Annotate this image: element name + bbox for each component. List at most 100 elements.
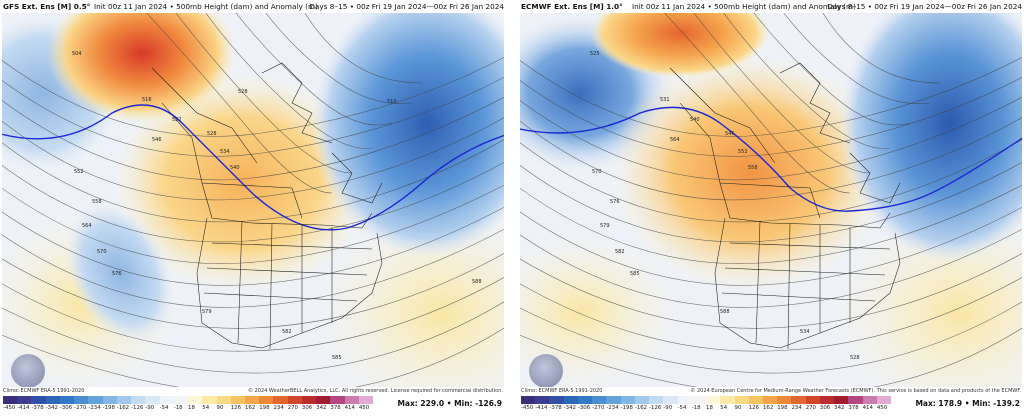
max-min-readout: Max: 229.0 • Min: -126.9 [397,399,502,408]
colorbar-swatch [706,396,721,404]
colorbar-tick-label: 378 [330,405,341,411]
colorbar-swatch [592,396,607,404]
colorbar-swatch [577,396,593,404]
colorbar-swatch [791,396,806,404]
colorbar-swatch [230,396,245,404]
min-value: Min: -126.9 [454,399,502,408]
weatherbell-logo [11,354,45,387]
copyright-note: © 2024 WeatherBELL Analytics, LLC. All r… [248,388,503,394]
contour-label: 552 [74,169,84,175]
colorbar-tick-label: 18 [706,405,713,411]
copyright-note: © 2024 European Centre for Medium-Range … [690,388,1021,394]
anomaly-colorbar [521,396,892,404]
colorbar-tick-label: -234 [606,405,619,411]
colorbar-swatch [634,396,650,404]
model-title: ECMWF Ext. Ens [M] 1.0° [521,2,623,11]
colorbar-swatch [259,396,274,404]
model-title: GFS Ext. Ens [M] 0.5° [3,2,91,11]
colorbar-tick-label: 54 [720,405,728,411]
colorbar-swatch [330,396,345,404]
colorbar-tick-label: 306 [819,405,831,411]
colorbar-swatch [649,396,664,404]
colorbar-tick-label: -54 [677,405,687,411]
colorbar-tick-label: -126 [131,405,144,411]
contour-label: 528 [850,355,860,361]
colorbar-swatch [202,396,217,404]
contour-label: 579 [202,309,212,315]
colorbar-swatch [287,396,302,404]
colorbar-swatch [606,396,621,404]
colorbar-tick-label: -270 [74,405,87,411]
date-range: Days 8–15 • 00z Fri 19 Jan 2024—00z Fri … [309,2,504,11]
colorbar-tick-label: -162 [116,405,130,411]
colorbar-swatch [535,396,550,404]
colorbar-swatch [45,396,60,404]
colorbar-tick-label: 414 [862,405,873,411]
colorbar-swatch [691,396,707,404]
colorbar-swatch [805,396,820,404]
contour-label: 534 [220,149,230,155]
colorbar-tick-label: -90 [145,405,155,411]
map-graphic: 525 531 540 546 552 558 564 570 576 579 582 585 588 5… [520,13,1022,387]
colorbar-swatch [748,396,763,404]
colorbar-tick-label: -414 [535,405,548,411]
contour-label: 558 [748,165,758,171]
colorbar-swatch [862,396,877,404]
colorbar-swatch [188,396,203,404]
colorbar-tick-label: -162 [634,405,648,411]
colorbar-swatch [102,396,117,404]
colorbar-tick-label: -414 [17,405,30,411]
colorbar-swatch [358,396,374,404]
contour-label: 510 [387,99,397,105]
max-value: Max: 178.9 [915,399,963,408]
colorbar-swatch [31,396,46,404]
colorbar-tick-label: -18 [173,405,183,411]
colorbar-tick-label: 450 [876,405,888,411]
map-graphic: 504 516 522 528 534 540 546 552 558 564 570 576 579 5… [2,13,504,387]
colorbar-tick-label: 378 [848,405,859,411]
colorbar-tick-label: -126 [649,405,662,411]
contour-label: 504 [72,51,82,57]
colorbar-swatch [620,396,635,404]
colorbar-tick-label: -306 [577,405,591,411]
colorbar-swatch [876,396,892,404]
contour-label: 558 [92,199,102,205]
colorbar-tick-label: -450 [521,405,534,411]
contour-label: 585 [332,355,342,361]
colorbar-tick-label: 198 [777,405,788,411]
colorbar-tick-label: 126 [748,405,760,411]
max-value: Max: 229.0 [397,399,445,408]
contour-label: 582 [282,329,292,335]
colorbar-tick-label: -270 [592,405,605,411]
weatherbell-logo [529,354,563,387]
colorbar-tick-label: -198 [102,405,115,411]
contour-label: 588 [472,279,482,285]
contour-label: 579 [600,223,610,229]
contour-label: 522 [172,117,182,123]
min-value: Min: -139.2 [972,399,1020,408]
colorbar-tick-label: -342 [563,405,576,411]
colorbar-swatch [17,396,32,404]
contour-label: 528 [238,89,248,95]
colorbar-tick-label: 90 [734,405,742,411]
contour-label: 525 [590,51,600,57]
contour-label: 585 [630,271,640,277]
contour-label: 582 [615,249,625,255]
colorbar-swatch [59,396,75,404]
colorbar-swatch [173,396,189,404]
colorbar-swatch [819,396,835,404]
colorbar-swatch [316,396,331,404]
colorbar-swatch [74,396,89,404]
colorbar-swatch [116,396,132,404]
colorbar-tick-label: -18 [691,405,701,411]
contour-label: 570 [592,169,602,175]
colorbar-tick-label: -234 [88,405,101,411]
contour-label: 540 [690,117,700,123]
colorbar-tick-label: 234 [791,405,802,411]
colorbar-tick-label: 162 [762,405,774,411]
colorbar-swatch [131,396,146,404]
colorbar-tick-label: -306 [59,405,73,411]
contour-label: 564 [82,223,92,229]
colorbar-tick-label: 54 [202,405,210,411]
colorbar-ticks: -450 -414 -378 -342 -306 -270 -234 -198 -162 -126… [3,405,373,411]
